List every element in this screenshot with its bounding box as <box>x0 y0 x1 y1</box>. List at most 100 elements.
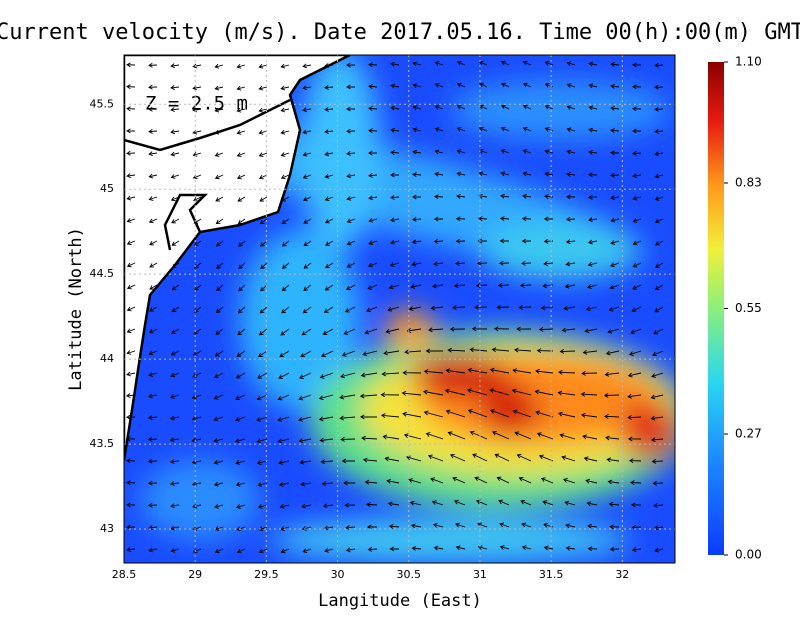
current-arrow <box>235 372 246 379</box>
current-arrow <box>610 150 620 156</box>
current-arrow <box>588 61 598 67</box>
current-arrow <box>627 436 642 442</box>
current-arrow <box>467 409 488 418</box>
current-arrow <box>382 434 400 440</box>
current-arrow <box>170 503 180 509</box>
current-arrow <box>368 262 378 268</box>
current-arrow <box>148 525 158 531</box>
x-tick-label: 28.5 <box>112 568 137 581</box>
current-arrow <box>171 262 180 269</box>
current-arrow <box>456 171 466 177</box>
current-arrow <box>522 171 532 177</box>
current-arrow <box>628 350 642 356</box>
current-arrow <box>632 106 642 112</box>
current-arrow <box>339 394 356 400</box>
current-arrow <box>192 152 202 157</box>
current-arrow <box>280 328 290 336</box>
current-arrow <box>213 459 224 465</box>
current-arrow <box>500 149 510 154</box>
colorbar-tick-label: 1.10 <box>735 55 762 69</box>
current-arrow <box>148 106 158 112</box>
current-arrow <box>258 174 268 180</box>
current-arrow <box>147 393 158 399</box>
current-arrow <box>325 262 334 269</box>
current-arrow <box>256 460 268 465</box>
current-arrow <box>346 195 356 201</box>
current-arrow <box>430 477 444 484</box>
current-arrow <box>280 63 290 69</box>
current-arrow <box>236 174 246 180</box>
current-arrow <box>215 306 224 314</box>
current-arrow <box>149 240 158 246</box>
y-tick-label: 45.5 <box>90 97 115 110</box>
current-arrow <box>169 415 180 421</box>
current-arrow <box>214 174 224 180</box>
current-arrow <box>258 107 268 113</box>
x-tick-label: 29 <box>188 568 202 581</box>
current-arrow <box>149 306 158 312</box>
current-arrow <box>607 328 620 334</box>
current-arrow <box>149 262 158 268</box>
current-arrow <box>499 260 510 266</box>
current-arrow <box>238 240 246 247</box>
current-arrow <box>654 218 664 224</box>
current-arrow <box>215 196 224 202</box>
current-arrow <box>632 218 642 223</box>
current-arrow <box>258 152 268 157</box>
current-arrow <box>368 150 378 156</box>
current-arrow <box>191 394 202 400</box>
current-arrow <box>169 481 180 487</box>
current-arrow <box>170 196 180 202</box>
current-arrow <box>654 547 664 553</box>
current-arrow <box>367 284 378 290</box>
current-arrow <box>324 129 334 135</box>
current-arrow <box>345 284 356 291</box>
current-arrow <box>469 430 488 440</box>
current-arrow <box>281 218 290 224</box>
current-arrow <box>126 371 136 377</box>
current-arrow <box>147 458 158 464</box>
current-arrow <box>411 261 422 267</box>
current-arrow <box>475 282 488 288</box>
current-arrow <box>449 326 466 332</box>
current-arrow <box>385 328 400 334</box>
current-arrow <box>235 394 246 400</box>
current-arrow <box>214 526 224 531</box>
current-arrow <box>653 503 664 508</box>
current-arrow <box>320 459 334 465</box>
current-arrow <box>214 129 224 135</box>
current-arrow <box>236 63 246 69</box>
current-arrow <box>521 260 532 266</box>
x-tick-label: 30.5 <box>397 568 422 581</box>
current-arrow <box>260 262 268 270</box>
current-arrow <box>341 350 356 357</box>
current-arrow <box>126 173 136 179</box>
current-arrow <box>581 370 598 376</box>
current-arrow <box>607 479 620 485</box>
current-arrow <box>653 328 664 335</box>
current-arrow <box>412 194 422 200</box>
current-arrow <box>494 453 510 462</box>
current-arrow <box>447 431 466 440</box>
current-arrow <box>498 499 510 506</box>
current-arrow <box>610 217 620 223</box>
current-arrow <box>585 306 598 312</box>
current-arrow <box>361 435 378 441</box>
current-arrow <box>408 478 422 484</box>
current-arrow <box>170 85 180 90</box>
current-arrow <box>410 523 422 529</box>
current-arrow <box>302 548 312 554</box>
current-arrow <box>428 327 444 333</box>
current-arrow <box>561 327 576 333</box>
current-arrow <box>499 522 510 528</box>
current-arrow <box>258 130 268 135</box>
current-arrow <box>281 240 290 247</box>
current-arrow <box>609 546 620 552</box>
current-arrow <box>345 547 356 553</box>
current-arrow <box>259 306 268 314</box>
x-tick-label: 32 <box>615 568 629 581</box>
colorbar-tick-label: 0.00 <box>735 548 762 562</box>
current-arrow <box>324 151 334 157</box>
current-arrow <box>411 546 422 551</box>
current-arrow <box>434 105 444 110</box>
